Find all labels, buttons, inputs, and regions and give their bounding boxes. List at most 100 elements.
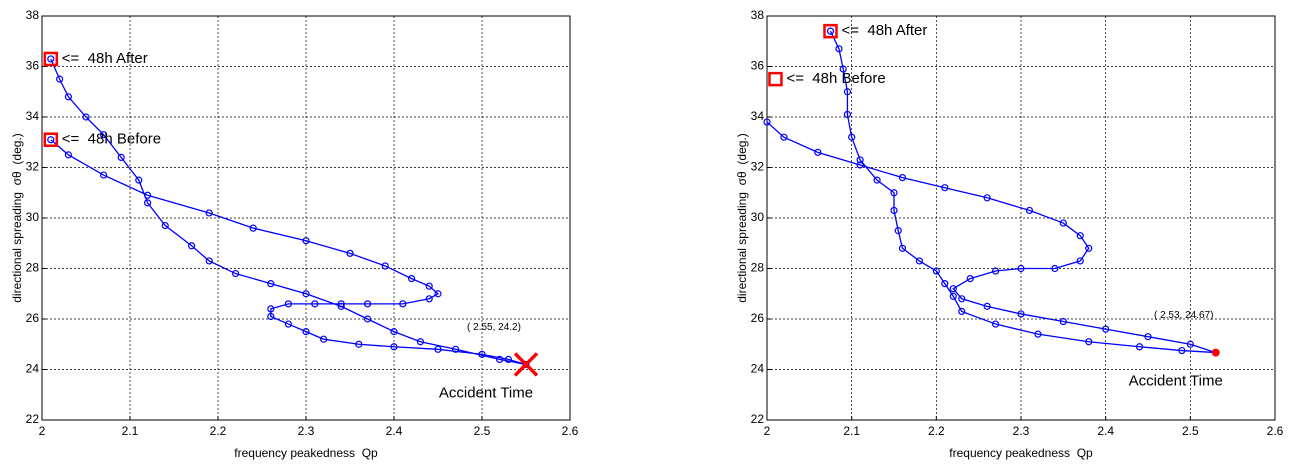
x-axis-label: frequency peakedness Qp (949, 446, 1093, 460)
data-point (522, 360, 530, 369)
after-label: <= 48h After (842, 22, 928, 39)
data-point (763, 118, 771, 126)
data-point (890, 206, 898, 215)
data-point (135, 176, 143, 184)
after-marker (43, 51, 59, 67)
before-label: <= 48h Before (786, 70, 885, 87)
data-point (1135, 343, 1144, 351)
data-point (311, 300, 319, 308)
data-point (337, 302, 345, 310)
x-tick-label: 2.5 (474, 424, 491, 438)
y-tick-label: 30 (26, 210, 40, 224)
data-point (452, 345, 460, 353)
data-point (47, 55, 55, 63)
data-point (434, 290, 442, 298)
data-point (941, 184, 949, 192)
data-point (381, 262, 389, 270)
data-point (826, 27, 835, 35)
data-point (346, 249, 354, 257)
data-point (416, 338, 424, 346)
data-point (958, 307, 966, 316)
data-point (894, 227, 902, 235)
data-point (983, 302, 991, 310)
y-tick-label: 38 (26, 8, 40, 22)
x-axis-label: frequency peakedness Qp (234, 446, 378, 460)
x-tick-label: 2 (764, 424, 771, 438)
x-tick-label: 2.5 (1182, 424, 1199, 438)
data-point (991, 320, 1000, 328)
x-tick-label: 2.4 (386, 424, 403, 438)
data-point (364, 315, 372, 323)
y-tick-label: 22 (26, 412, 40, 426)
y-tick-label: 32 (26, 160, 40, 174)
accident-marker (513, 352, 539, 377)
data-point (856, 161, 864, 169)
before-marker (43, 132, 59, 147)
accident-coords: ( 2.55, 24.2) (467, 322, 521, 333)
data-point (205, 257, 213, 265)
y-tick-label: 34 (26, 109, 40, 123)
data-point (408, 275, 416, 283)
data-point (949, 292, 957, 300)
y-tick-label: 30 (751, 210, 765, 224)
y-axis-label: directional spreading σθ (deg.) (735, 133, 749, 303)
y-tick-label: 36 (26, 59, 40, 73)
data-point (1186, 340, 1194, 348)
data-point (478, 350, 486, 358)
y-tick-label: 34 (751, 109, 765, 123)
plot-frame (41, 15, 571, 421)
data-point (843, 110, 852, 119)
data-point (1102, 325, 1110, 333)
x-tick-label: 2.6 (562, 424, 579, 438)
data-point (1017, 310, 1025, 318)
y-tick-label: 26 (26, 311, 40, 325)
data-point (1059, 219, 1067, 227)
accident-label: Accident Time (439, 384, 533, 401)
data-point (267, 305, 275, 313)
y-tick-label: 28 (26, 261, 40, 275)
data-point (337, 300, 345, 308)
x-tick-label: 2.1 (122, 424, 139, 438)
y-tick-label: 28 (751, 261, 765, 275)
after-label: <= 48h After (62, 50, 148, 67)
x-tick-label: 2.4 (1097, 424, 1114, 438)
data-point (302, 328, 310, 336)
data-point (320, 335, 328, 343)
data-point (848, 133, 856, 141)
accident-coords: ( 2.53, 24.67) (1154, 310, 1213, 321)
data-point (504, 355, 512, 363)
data-point (898, 244, 907, 252)
data-point (434, 345, 442, 353)
data-point (205, 209, 213, 217)
data-point (958, 295, 966, 303)
data-point (302, 237, 310, 245)
data-point (991, 267, 1000, 275)
data-point (1076, 257, 1084, 265)
data-point (835, 45, 843, 53)
data-point (1085, 244, 1093, 252)
data-point (949, 285, 957, 293)
data-point (983, 194, 991, 202)
data-point (64, 151, 73, 159)
y-tick-label: 22 (751, 412, 765, 426)
data-point (267, 312, 275, 321)
y-tick-label: 24 (751, 362, 765, 376)
data-point (1076, 232, 1084, 240)
data-point (941, 280, 949, 288)
y-tick-label: 38 (751, 8, 765, 22)
data-point (496, 355, 504, 363)
x-tick-label: 2.2 (210, 424, 227, 438)
data-point (188, 242, 196, 250)
data-point (267, 280, 275, 288)
data-point (1144, 333, 1152, 341)
x-tick-label: 2.6 (1267, 424, 1284, 438)
data-point (1017, 264, 1025, 273)
data-point (898, 174, 907, 182)
accident-marker (1211, 348, 1220, 357)
data-point (932, 267, 940, 275)
x-tick-label: 2 (39, 424, 46, 438)
data-point (390, 343, 398, 351)
data-point (1034, 330, 1042, 338)
data-point (364, 300, 372, 308)
data-point (915, 257, 924, 265)
